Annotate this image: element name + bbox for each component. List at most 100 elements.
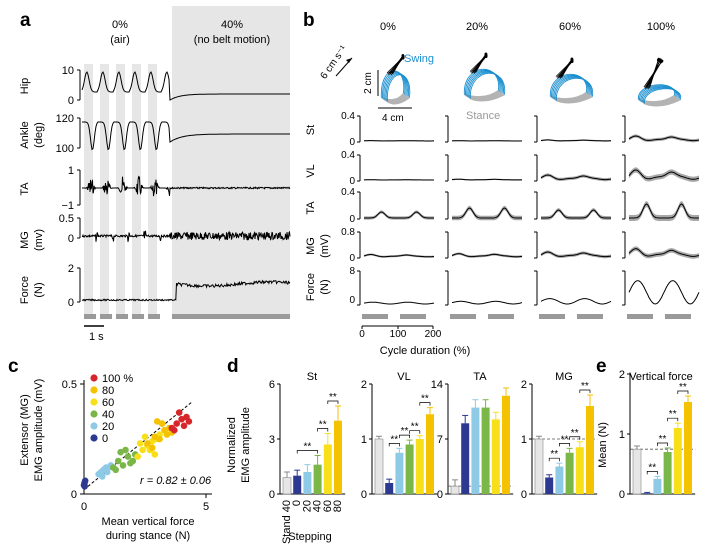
d-chart-3-bar [565, 452, 574, 494]
a-ta-tick-bottom: −1 [61, 200, 74, 212]
b-xtick-0: 0 [359, 329, 365, 340]
stance-trajectory [644, 98, 681, 107]
c-legend-label: 0 [102, 433, 108, 445]
c-xlabel-line1: Mean vertical force [102, 516, 195, 528]
stance-stripes [84, 64, 157, 316]
d-chart-2-ytick-label: 0 [437, 489, 443, 501]
e-chart-ytick-label: 0 [619, 489, 625, 501]
c-data-point [112, 466, 119, 474]
a-row-mg-unit: (mv) [33, 229, 45, 251]
d-chart-1: 210**** **** [361, 379, 438, 501]
e-chart-sig-label: ** [669, 409, 677, 420]
d-chart-0-sig-label: ** [329, 392, 337, 403]
b-emg-mean-trace [451, 300, 523, 305]
b-st-tick-top: 0.4 [341, 111, 355, 122]
b-stance-label: Stance [466, 110, 500, 122]
c-data-point [173, 420, 180, 427]
c-data-point [134, 453, 141, 460]
velocity-vector [474, 53, 487, 72]
b-col-title-3: 100% [647, 21, 675, 33]
c-legend-label: 40 [102, 409, 114, 421]
b-scale-h-label: 4 cm [382, 113, 404, 124]
e-chart-sig-bracket [646, 471, 658, 475]
swing-trajectory [386, 74, 411, 102]
d-chart-0-sig-bracket [317, 428, 329, 432]
panel-b-label: b [303, 10, 315, 31]
swing-trajectory [385, 73, 409, 101]
swing-trajectory [466, 70, 502, 97]
d-chart-title-0: St [307, 371, 317, 383]
b-force-tick-top: 8 [349, 266, 355, 277]
b-stance-phase-segment [665, 314, 691, 319]
b-emg-sd-band [629, 167, 699, 182]
d-chart-0-bar [282, 477, 292, 495]
panel-a-label: a [20, 10, 31, 31]
d-chart-0-ytick-label: 3 [269, 434, 275, 446]
d-chart-3-sig-label: ** [571, 428, 579, 439]
b-emg-mean-trace [540, 139, 611, 142]
d-chart-1-bar [395, 452, 404, 494]
d-chart-3-ytick-label: 0 [521, 489, 527, 501]
b-stance-phase-segment [627, 314, 653, 319]
d-chart-1-sig-label: ** [401, 426, 409, 437]
c-data-point [99, 473, 106, 480]
swing-trajectory [552, 75, 590, 99]
b-emg-mean-trace [628, 169, 700, 180]
d-chart-1-sig-label: ** [411, 422, 419, 433]
b-vl-tick-top: 0.4 [341, 150, 355, 161]
c-ylabel-line2: EMG amplitude (mV) [33, 379, 45, 482]
panel-b: b 0% 20% 60% 100% 6 cm s⁻¹ Swing Stance … [303, 10, 700, 357]
b-emg-sd-band [629, 201, 699, 221]
d-chart-1-ytick-label: 0 [361, 489, 367, 501]
swing-trajectory [555, 77, 593, 101]
d-chart-1-bar [385, 483, 394, 494]
c-data-point [149, 444, 156, 452]
a-row-ta-label: TA [19, 182, 31, 196]
b-emg-mean-trace [540, 298, 612, 305]
b-row-force-label: Force [305, 273, 317, 301]
velocity-vector [649, 59, 659, 89]
stance-phase-segment [172, 314, 290, 319]
velocity-vector [561, 59, 573, 78]
d-chart-2-bar [491, 419, 500, 494]
e-chart-bar [632, 448, 642, 495]
d-chart-0-sig-label: ** [319, 420, 327, 431]
d-chart-3-sig-bracket [548, 457, 560, 462]
a-traces [81, 71, 291, 302]
d-chart-3-sig-label: ** [581, 381, 589, 392]
b-emg-sd-band [541, 208, 611, 220]
e-chart-bar [653, 478, 662, 494]
b-xtick-200: 200 [425, 329, 442, 340]
d-xtick-label: 20 [301, 500, 313, 512]
d-chart-2-bar [502, 395, 510, 494]
c-data-point [81, 477, 89, 485]
b-xtick-100: 100 [390, 329, 407, 340]
b-velocity-label: 6 cm s⁻¹ [319, 43, 350, 81]
d-xtick-label: 0 [291, 500, 303, 506]
stance-trajectory [470, 93, 505, 102]
e-ylabel: Mean (N) [597, 422, 609, 468]
b-emg-mean-trace [540, 174, 612, 181]
c-legend-swatch [90, 386, 98, 394]
d-chart-0-ytick-label: 0 [269, 489, 275, 501]
b-emg-mean-trace [364, 211, 434, 219]
b-vl-tick-bottom: 0 [349, 176, 355, 187]
c-data-point [122, 446, 129, 454]
c-legend-swatch [90, 410, 98, 418]
c-ytick-top: 0.5 [62, 379, 77, 391]
b-mg-tick-bottom: 0 [349, 253, 355, 264]
ankle-trace [82, 121, 290, 151]
e-chart-bar [684, 402, 692, 494]
a-axes [77, 69, 81, 303]
c-data-point [156, 435, 163, 443]
b-emg-mean-trace [451, 178, 523, 181]
swing-trajectory [642, 87, 680, 103]
e-chart-sig-label: ** [679, 382, 687, 393]
d-chart-2-bar [450, 485, 460, 495]
d-chart-1-sig-label: ** [421, 394, 429, 405]
panel-d-label: d [227, 356, 239, 377]
d-chart-1-sig-bracket [419, 402, 431, 406]
swing-trajectory [384, 72, 408, 101]
mg-trace [81, 230, 291, 242]
